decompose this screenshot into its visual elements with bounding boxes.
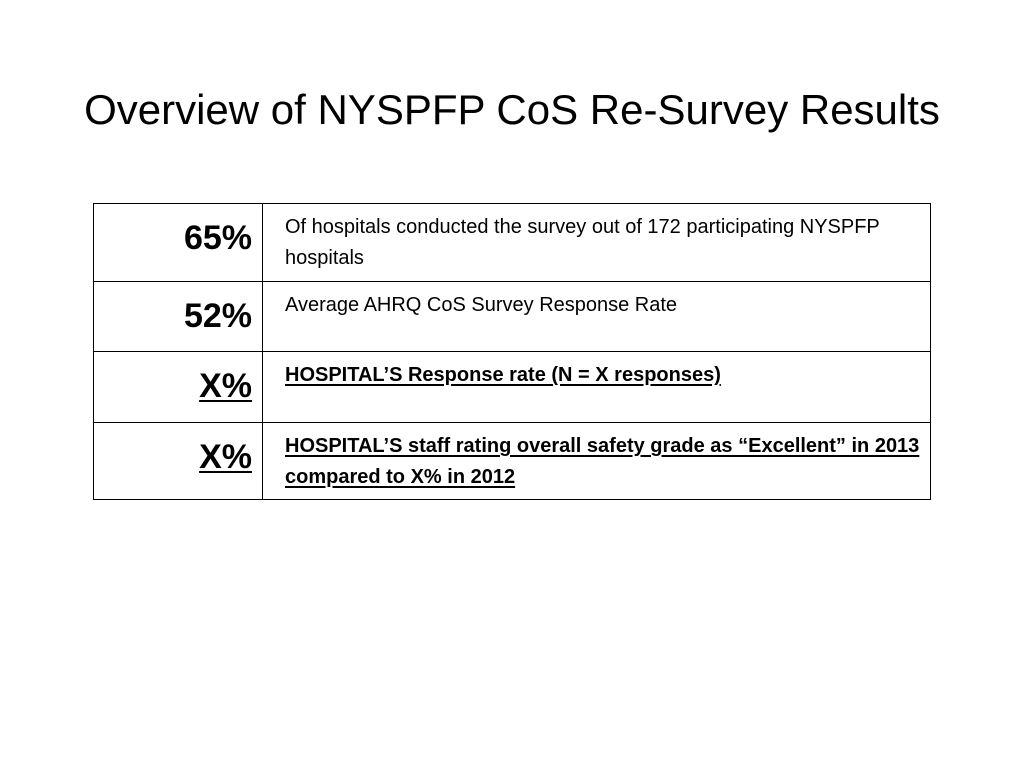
slide-title: Overview of NYSPFP CoS Re-Survey Results — [84, 86, 940, 133]
description-cell: Average AHRQ CoS Survey Response Rate — [262, 281, 931, 352]
description-text: HOSPITAL’S staff rating overall safety g… — [285, 435, 920, 488]
percent-value: 65% — [183, 219, 252, 257]
value-cell: 52% — [93, 281, 263, 352]
description-cell: HOSPITAL’S Response rate (N = X response… — [262, 351, 931, 423]
value-cell: 65% — [93, 203, 263, 282]
description-cell: HOSPITAL’S staff rating overall safety g… — [262, 422, 931, 500]
table-row: 65% Of hospitals conducted the survey ou… — [93, 203, 931, 282]
percent-value: X% — [199, 367, 252, 405]
table-row: X% HOSPITAL’S staff rating overall safet… — [93, 422, 931, 500]
value-cell: X% — [93, 351, 263, 423]
description-text: Of hospitals conducted the survey out of… — [285, 216, 880, 269]
description-text: HOSPITAL’S Response rate (N = X response… — [285, 364, 721, 386]
table-row: X% HOSPITAL’S Response rate (N = X respo… — [93, 351, 931, 423]
table-row: 52% Average AHRQ CoS Survey Response Rat… — [93, 281, 931, 352]
percent-value: 52% — [183, 297, 252, 335]
description-text: Average AHRQ CoS Survey Response Rate — [285, 294, 678, 316]
percent-value: X% — [199, 438, 252, 476]
results-table: 65% Of hospitals conducted the survey ou… — [93, 203, 931, 500]
description-cell: Of hospitals conducted the survey out of… — [262, 203, 931, 282]
value-cell: X% — [93, 422, 263, 500]
